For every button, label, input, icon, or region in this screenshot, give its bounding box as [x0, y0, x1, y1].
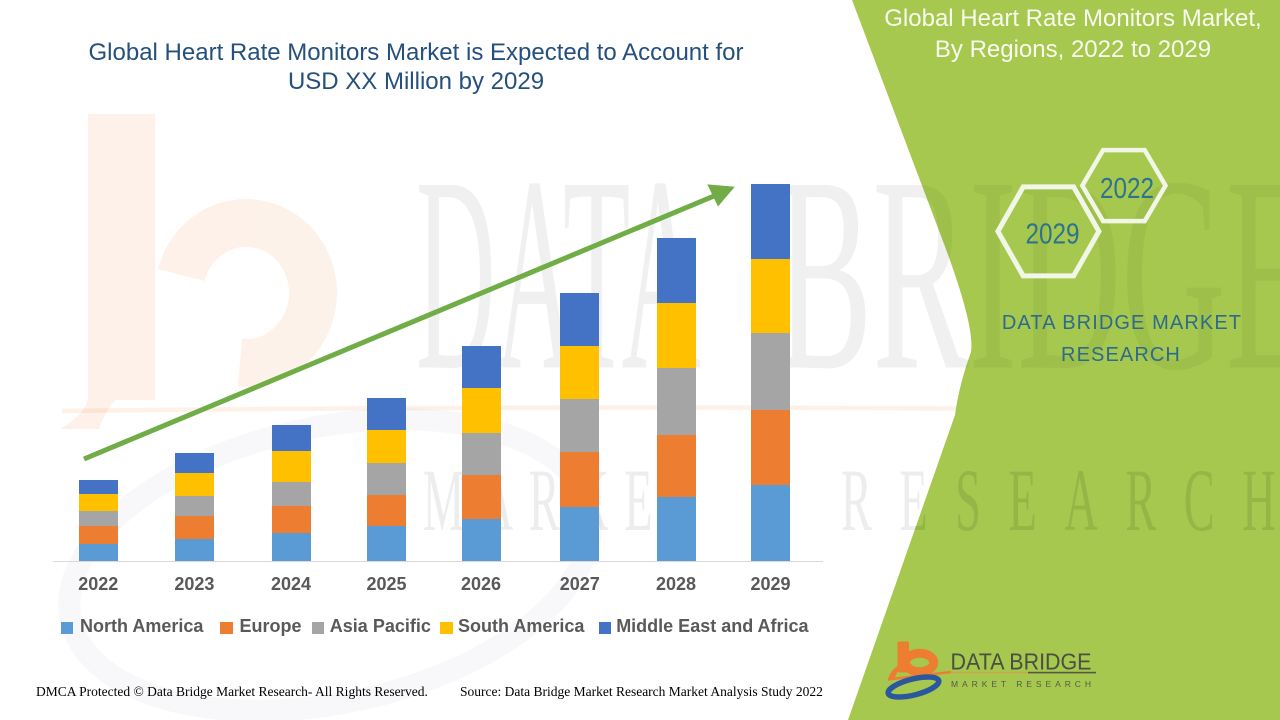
svg-text:2029: 2029	[1026, 218, 1080, 250]
svg-text:2022: 2022	[1100, 173, 1154, 205]
svg-text:MARKET RESEARCH: MARKET RESEARCH	[951, 679, 1091, 689]
svg-text:DATA BRIDGE: DATA BRIDGE	[951, 649, 1092, 675]
